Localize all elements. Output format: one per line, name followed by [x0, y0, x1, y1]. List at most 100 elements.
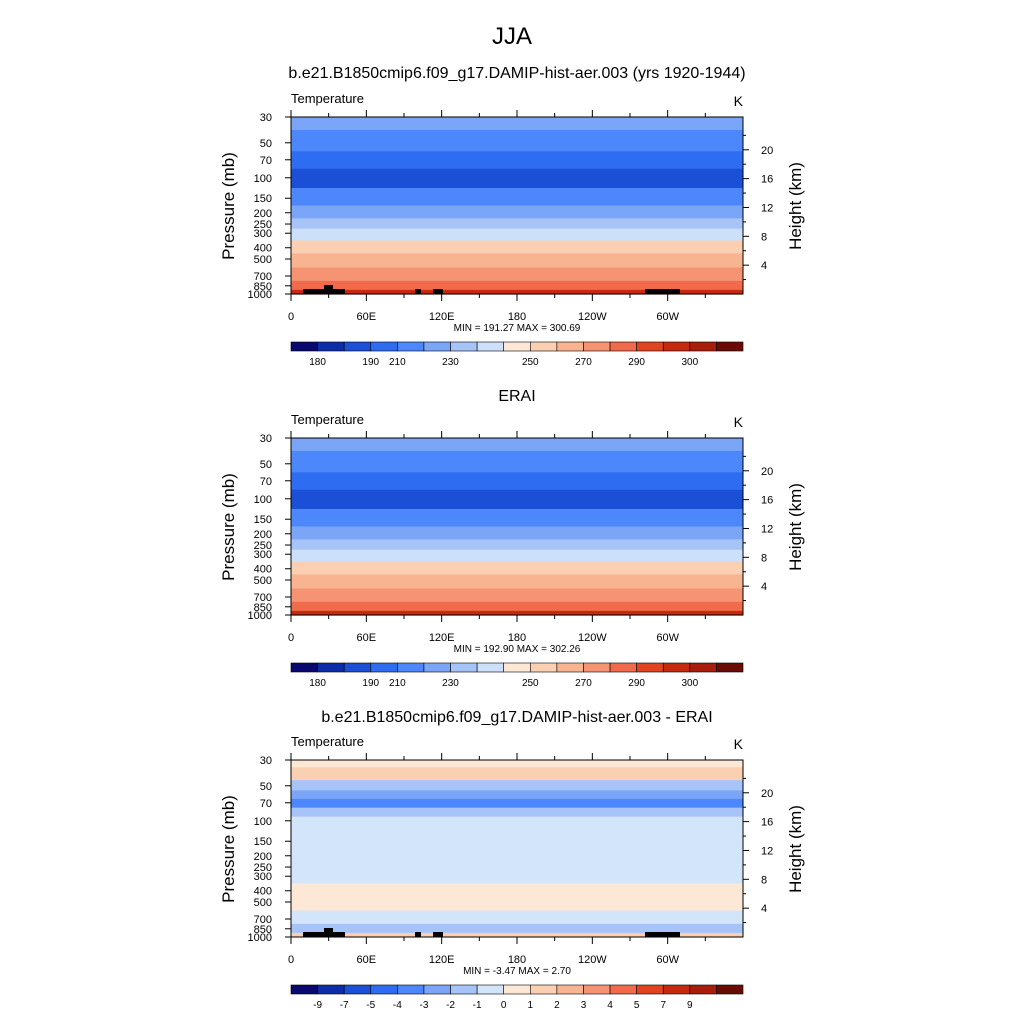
stats-label: MIN = -3.47 MAX = 2.70 — [463, 966, 571, 977]
colorbar-label: 230 — [442, 678, 459, 689]
contour-band — [291, 168, 743, 189]
y2-tick-label: 4 — [761, 903, 767, 915]
colorbar-label: 180 — [309, 678, 326, 689]
colorbar-swatch — [609, 341, 637, 352]
y-tick-label: 50 — [260, 138, 272, 150]
colorbar-swatch — [450, 662, 478, 673]
colorbar-label: -3 — [419, 1000, 428, 1011]
colorbar-label: 1 — [528, 1000, 534, 1011]
y-tick-label: 50 — [260, 781, 272, 793]
contour-band — [291, 923, 743, 934]
y-tick-label: 250 — [254, 219, 272, 231]
contour-band — [291, 438, 743, 452]
y-tick-label: 50 — [260, 459, 272, 471]
contour-band — [291, 253, 743, 269]
colorbar-swatch — [609, 984, 637, 995]
y-tick-label: 100 — [254, 173, 272, 185]
terrain-mask — [645, 932, 680, 937]
y2-axis-label: Height (km) — [786, 805, 805, 893]
colorbar-swatch — [503, 341, 531, 352]
terrain-mask — [324, 285, 333, 294]
y2-tick-label: 4 — [761, 581, 767, 593]
y-tick-label: 500 — [254, 897, 272, 909]
colorbar-swatch — [343, 984, 372, 995]
x-tick-label: 180 — [508, 954, 526, 966]
panel-erai: ERAI Temperature K Pressure (mb) Height … — [219, 388, 805, 655]
colorbar-label: 4 — [607, 1000, 613, 1011]
colorbar-label: 180 — [309, 357, 326, 368]
colorbar-swatch — [317, 341, 345, 352]
contour-band — [291, 883, 743, 897]
y-tick-label: 70 — [260, 155, 272, 167]
corner-right-label: K — [734, 93, 744, 109]
contour-band — [291, 117, 743, 131]
colorbar-label: 210 — [389, 678, 406, 689]
colorbar-swatch — [583, 341, 611, 352]
y2-tick-label: 8 — [761, 552, 767, 564]
x-tick-label: 180 — [508, 632, 526, 644]
colorbar-swatch — [343, 662, 372, 673]
colorbar-swatch — [556, 984, 584, 995]
colorbar-label: 0 — [501, 1000, 507, 1011]
y-tick-label: 500 — [254, 575, 272, 587]
x-tick-label: 60E — [357, 632, 377, 644]
corner-left-label: Temperature — [291, 734, 364, 749]
y2-axis-label: Height (km) — [786, 162, 805, 250]
contour-band — [291, 588, 743, 603]
colorbar-label: 300 — [681, 678, 698, 689]
y-tick-label: 1000 — [248, 289, 272, 301]
colorbar-label: -5 — [366, 1000, 375, 1011]
y-tick-label: 700 — [254, 271, 272, 283]
colorbar-label: 3 — [581, 1000, 587, 1011]
y-tick-label: 30 — [260, 433, 272, 445]
corner-left-label: Temperature — [291, 412, 364, 427]
y2-tick-label: 16 — [761, 495, 773, 507]
contour-band — [291, 848, 743, 867]
y2-tick-label: 20 — [761, 145, 773, 157]
contour-band — [291, 280, 743, 291]
x-tick-label: 60W — [656, 954, 679, 966]
colorbar-swatch — [556, 341, 584, 352]
y-tick-label: 400 — [254, 886, 272, 898]
colorbar-label: -4 — [393, 1000, 402, 1011]
y2-tick-label: 20 — [761, 466, 773, 478]
colorbar-label: 250 — [522, 357, 539, 368]
figure-title: JJA — [492, 23, 532, 50]
terrain-mask — [433, 932, 443, 937]
colorbar-swatch — [317, 984, 345, 995]
x-tick-label: 120E — [429, 311, 455, 323]
y-tick-label: 850 — [254, 281, 272, 293]
colorbar-label: 290 — [628, 678, 645, 689]
y2-axis-label: Height (km) — [786, 483, 805, 571]
stats-label: MIN = 191.27 MAX = 300.69 — [454, 323, 581, 334]
y-tick-label: 700 — [254, 914, 272, 926]
corner-right-label: K — [734, 736, 744, 752]
colorbar-label: -7 — [340, 1000, 349, 1011]
y2-tick-label: 12 — [761, 845, 773, 857]
contour-band — [291, 450, 743, 473]
panel-title: ERAI — [498, 388, 535, 405]
y2-tick-label: 12 — [761, 202, 773, 214]
colorbar-label: 300 — [681, 357, 698, 368]
contour-band — [291, 807, 743, 818]
x-tick-label: 120W — [578, 632, 607, 644]
contour-band — [291, 574, 743, 590]
y-tick-label: 1000 — [248, 610, 272, 622]
colorbar-swatch — [716, 984, 744, 995]
panel-title: b.e21.B1850cmip6.f09_g17.DAMIP-hist-aer.… — [321, 709, 712, 726]
colorbar: 180 190 210 230 250 270 290 300 — [290, 662, 744, 689]
contour-band — [291, 798, 743, 809]
contour-band — [291, 760, 743, 768]
contour-band — [291, 509, 743, 528]
y-tick-label: 100 — [254, 494, 272, 506]
y-tick-label: 300 — [254, 871, 272, 883]
colorbar-swatch — [716, 341, 744, 352]
y-tick-label: 250 — [254, 540, 272, 552]
x-tick-label: 60W — [656, 632, 679, 644]
corner-left-label: Temperature — [291, 91, 364, 106]
contour-band — [291, 151, 743, 170]
y-tick-label: 250 — [254, 862, 272, 874]
colorbar-label: 250 — [522, 678, 539, 689]
colorbar-label: -2 — [446, 1000, 455, 1011]
colorbar-label: 290 — [628, 357, 645, 368]
